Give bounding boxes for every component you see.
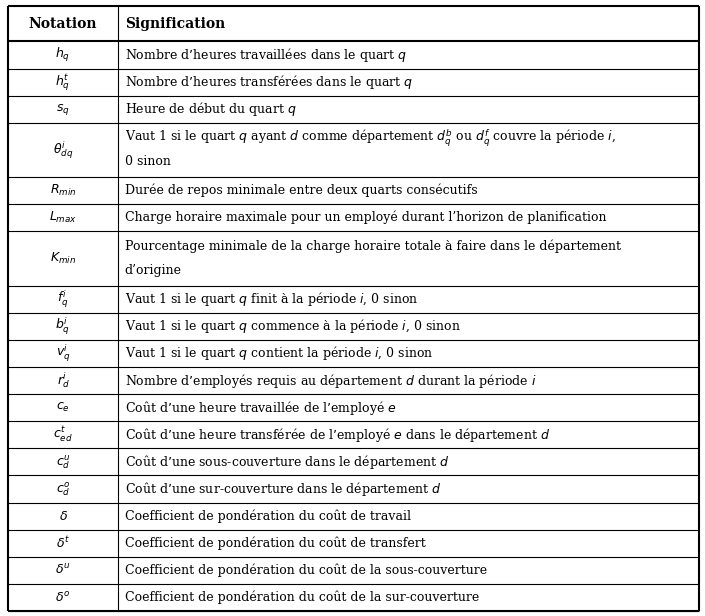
- Text: $L_{max}$: $L_{max}$: [49, 210, 77, 225]
- Text: $K_{min}$: $K_{min}$: [50, 251, 76, 266]
- Text: Vaut 1 si le quart $q$ finit à la période $i$, 0 sinon: Vaut 1 si le quart $q$ finit à la périod…: [125, 290, 418, 308]
- Text: Vaut 1 si le quart $q$ contient la période $i$, 0 sinon: Vaut 1 si le quart $q$ contient la pério…: [125, 344, 433, 362]
- Text: $\delta$: $\delta$: [59, 509, 68, 522]
- Text: $c_d^o$: $c_d^o$: [56, 480, 70, 498]
- Text: Coefficient de pondération du coût de la sur-couverture: Coefficient de pondération du coût de la…: [125, 591, 479, 604]
- Text: $r_d^i$: $r_d^i$: [56, 371, 69, 391]
- Text: Vaut 1 si le quart $q$ commence à la période $i$, 0 sinon: Vaut 1 si le quart $q$ commence à la pér…: [125, 317, 460, 335]
- Text: Coefficient de pondération du coût de la sous-couverture: Coefficient de pondération du coût de la…: [125, 564, 486, 577]
- Text: $\delta^o$: $\delta^o$: [55, 591, 70, 604]
- Text: Heure de début du quart $q$: Heure de début du quart $q$: [125, 100, 296, 118]
- Text: $v_q^i$: $v_q^i$: [56, 342, 70, 364]
- Text: $f_q^i$: $f_q^i$: [57, 288, 69, 310]
- Text: Notation: Notation: [29, 17, 97, 31]
- Text: Coût d’une sur-couverture dans le département $d$: Coût d’une sur-couverture dans le départ…: [125, 480, 441, 498]
- Text: Coefficient de pondération du coût de transfert: Coefficient de pondération du coût de tr…: [125, 537, 425, 550]
- Text: Signification: Signification: [125, 17, 225, 31]
- Text: $R_{min}$: $R_{min}$: [50, 183, 76, 198]
- Text: $\theta^i_{dq}$: $\theta^i_{dq}$: [53, 139, 73, 161]
- Text: Coût d’une sous-couverture dans le département $d$: Coût d’une sous-couverture dans le dépar…: [125, 453, 449, 471]
- Text: Vaut 1 si le quart $q$ ayant $d$ comme département $d_q^b$ ou $d_q^f$ couvre la : Vaut 1 si le quart $q$ ayant $d$ comme d…: [125, 128, 615, 148]
- Text: Charge horaire maximale pour un employé durant l’horizon de planification: Charge horaire maximale pour un employé …: [125, 211, 606, 224]
- Text: Pourcentage minimale de la charge horaire totale à faire dans le département: Pourcentage minimale de la charge horair…: [125, 240, 620, 253]
- Text: $h_q^t$: $h_q^t$: [56, 71, 70, 92]
- Text: $\delta^u$: $\delta^u$: [55, 564, 71, 577]
- Text: $c_{ed}^t$: $c_{ed}^t$: [53, 425, 73, 444]
- Text: $c_d^u$: $c_d^u$: [56, 453, 70, 471]
- Text: Nombre d’heures transférées dans le quart $q$: Nombre d’heures transférées dans le quar…: [125, 73, 413, 91]
- Text: Coût d’une heure transférée de l’employé $e$ dans le département $d$: Coût d’une heure transférée de l’employé…: [125, 426, 550, 444]
- Text: $\delta^t$: $\delta^t$: [56, 535, 70, 551]
- Text: Coût d’une heure travaillée de l’employé $e$: Coût d’une heure travaillée de l’employé…: [125, 399, 396, 416]
- Text: $h_q$: $h_q$: [56, 46, 70, 64]
- Text: Durée de repos minimale entre deux quarts consécutifs: Durée de repos minimale entre deux quart…: [125, 184, 477, 197]
- Text: d’origine: d’origine: [125, 264, 182, 277]
- Text: $s_q$: $s_q$: [56, 102, 70, 117]
- Text: 0 sinon: 0 sinon: [125, 155, 171, 168]
- Text: $c_e$: $c_e$: [56, 401, 70, 414]
- Text: Nombre d’employés requis au département $d$ durant la période $i$: Nombre d’employés requis au département …: [125, 371, 537, 389]
- Text: Coefficient de pondération du coût de travail: Coefficient de pondération du coût de tr…: [125, 509, 411, 523]
- Text: $b_q^i$: $b_q^i$: [56, 315, 70, 337]
- Text: Nombre d’heures travaillées dans le quart $q$: Nombre d’heures travaillées dans le quar…: [125, 46, 407, 64]
